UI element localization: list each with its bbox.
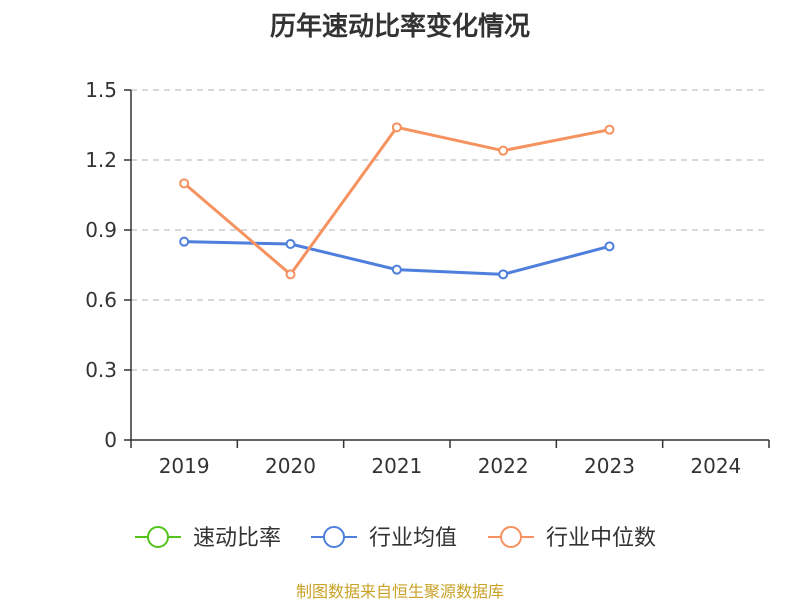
data-point[interactable]: [604, 124, 615, 135]
legend-item-2[interactable]: 行业中位数: [488, 526, 656, 551]
x-tick-label: 2020: [265, 454, 316, 478]
y-axis-ticks: 0 0.3 0.6 0.9 1.2 1.5: [85, 78, 117, 452]
axes: [124, 89, 770, 448]
legend-label: 速动比率: [193, 526, 281, 551]
y-tick-label: 0.6: [85, 288, 117, 312]
data-point[interactable]: [285, 269, 296, 280]
legend-label: 行业中位数: [546, 526, 656, 551]
data-point[interactable]: [604, 241, 615, 252]
x-tick-label: 2024: [690, 454, 741, 478]
grid-lines: [131, 89, 769, 371]
chart-title: 历年速动比率变化情况: [269, 12, 530, 42]
data-point[interactable]: [498, 145, 509, 156]
data-point[interactable]: [391, 122, 402, 133]
x-tick-label: 2022: [478, 454, 529, 478]
y-tick-label: 1.5: [85, 78, 117, 102]
y-tick-label: 0: [104, 428, 117, 452]
legend-item-0[interactable]: 速动比率: [135, 526, 281, 551]
x-axis-ticks: 2019 2020 2021 2022 2023 2024: [159, 454, 742, 478]
series-lines: [179, 122, 615, 280]
data-point[interactable]: [391, 264, 402, 275]
x-tick-label: 2021: [371, 454, 422, 478]
y-tick-label: 0.9: [85, 218, 117, 242]
data-point[interactable]: [498, 269, 509, 280]
data-point[interactable]: [285, 239, 296, 249]
legend-marker: [147, 526, 169, 548]
data-point[interactable]: [179, 178, 190, 189]
legend-marker: [323, 526, 345, 548]
legend-item-1[interactable]: 行业均值: [311, 526, 457, 551]
legend-label: 行业均值: [369, 526, 457, 551]
legend[interactable]: 速动比率 行业均值 行业中位数: [135, 526, 656, 551]
y-tick-label: 0.3: [85, 358, 117, 382]
data-source-note: 制图数据来自恒生聚源数据库: [295, 582, 504, 601]
x-tick-label: 2023: [584, 454, 635, 478]
y-tick-label: 1.2: [85, 148, 117, 172]
data-point[interactable]: [179, 236, 190, 247]
series-line-2: [183, 125, 610, 276]
legend-marker: [500, 526, 522, 548]
x-tick-label: 2019: [159, 454, 210, 478]
